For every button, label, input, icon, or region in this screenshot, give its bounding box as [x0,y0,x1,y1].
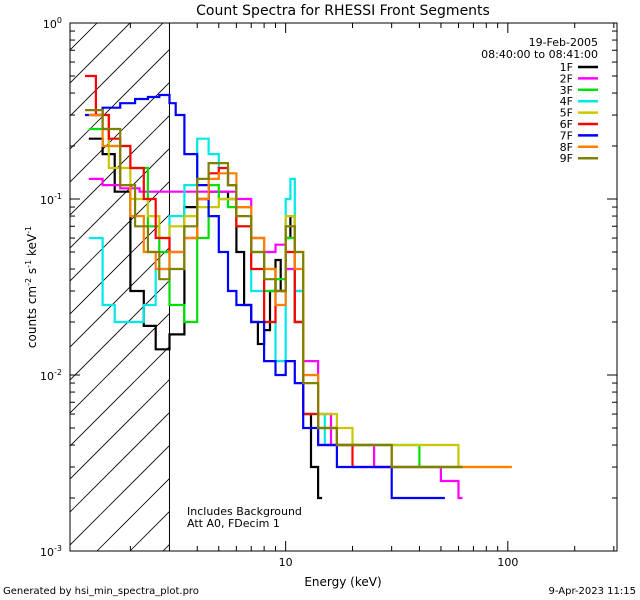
hatch-line [196,0,640,551]
plot-frame [69,22,618,552]
chart-title: Count Spectra for RHESSI Front Segments [196,3,490,19]
series-line-4F [88,137,445,469]
time-range-label: 08:40:00 to 08:41:00 [481,48,598,61]
annotation-attenuator: Att A0, FDecim 1 [187,517,280,530]
legend-label-8F: 8F [560,141,573,154]
date-label: 19-Feb-2005 [529,36,598,49]
annotation-background: Includes Background [187,505,302,518]
generated-by-label: Generated by hsi_min_spectra_plot.pro [3,586,199,597]
hatch-line [70,279,170,381]
y-tick-label: 100 [43,16,62,31]
hatch-line [70,23,164,117]
legend-label-9F: 9F [560,152,573,165]
hatch-line [70,411,170,513]
series-line-7F [85,93,445,500]
series-line-6F [85,74,396,469]
legend-label-2F: 2F [560,72,573,85]
hatch-line [70,114,170,216]
hatch-line [229,0,640,551]
hatch-line [70,378,170,480]
legend-label-5F: 5F [560,107,573,120]
hatch-line [70,180,170,282]
hatch-line [70,213,170,315]
hatch-line [0,0,103,551]
y-tick-label: 10-2 [40,368,62,383]
hatch-line [70,444,170,546]
timestamp-label: 9-Apr-2023 11:15 [549,586,636,597]
x-tick-label: 10 [279,556,293,569]
hatch-line [70,48,170,150]
x-tick-label: 100 [497,556,518,569]
legend-label-6F: 6F [560,118,573,131]
legend-label-4F: 4F [560,95,573,108]
y-tick-label: 10-1 [40,192,62,207]
hatch-line [70,312,170,414]
hatch-line [70,345,170,447]
legend-label-3F: 3F [560,84,573,97]
x-axis-label: Energy (keV) [304,575,381,589]
y-tick-label: 10-3 [40,544,62,559]
hatch-line [96,477,170,551]
hatch-line [0,0,136,551]
hatch-line [70,81,170,183]
legend-label-7F: 7F [560,129,573,142]
legend-label-1F: 1F [560,61,573,74]
hatch-line [70,23,131,84]
y-axis-label: counts cm-2 s-1 keV-1 [24,226,39,348]
series-line-9F [85,109,463,469]
